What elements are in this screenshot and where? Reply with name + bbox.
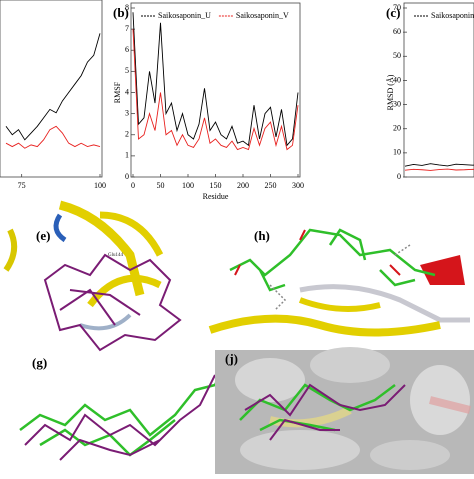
panel-label: (h) <box>254 228 270 243</box>
y-tick-label: 6 <box>125 45 129 54</box>
y-tick-label: 8 <box>125 3 129 12</box>
series-line <box>5 33 101 141</box>
series-line <box>132 29 299 151</box>
plot-frame <box>130 2 301 178</box>
series-line <box>404 168 474 171</box>
chart: 0 50 100 150 200 250 300 0 1 2 3 4 5 6 7 8(b) Residue RMS… <box>113 2 304 201</box>
y-axis-label: RMSD (Å) <box>386 74 395 110</box>
x-tick-label: 0 <box>131 181 135 190</box>
y-tick-label: 2 <box>125 130 129 139</box>
legend-label: Saikosaponin_U <box>158 11 211 20</box>
x-tick-label: 150 <box>210 181 222 190</box>
panel-g: (g) <box>19 355 227 461</box>
legend-label: Saikosaponin_U <box>431 11 474 20</box>
y-tick-label: 60 <box>393 27 401 36</box>
y-tick-label: 30 <box>393 99 401 108</box>
plot-frame <box>403 2 474 178</box>
y-tick-label: 70 <box>393 3 401 12</box>
chart: 75 100 <box>0 0 106 190</box>
y-tick-label: 1 <box>125 151 129 160</box>
legend-label: Saikosaponin_V <box>236 11 289 20</box>
residue-label: Glu144 <box>108 253 124 258</box>
charts: 75 100 0 50 100 150 200 250 300012345678(b)Resid… <box>0 0 474 201</box>
y-tick-label: 40 <box>393 75 401 84</box>
x-tick-label: 200 <box>237 181 249 190</box>
y-tick-label: 50 <box>393 51 401 60</box>
y-tick-label: 5 <box>125 66 129 75</box>
x-axis-label: Residue <box>203 192 229 201</box>
x-tick-label: 100 <box>94 181 106 190</box>
y-tick-label: 20 <box>393 124 401 133</box>
series-line <box>132 12 299 147</box>
panel-h: (h) Glu144 <box>208 228 470 421</box>
y-tick-label: 10 <box>393 148 401 157</box>
y-tick-label: 0 <box>125 172 129 181</box>
panel-label: (b) <box>113 5 129 20</box>
panel-label: (c) <box>386 5 400 20</box>
y-tick-label: 0 <box>397 172 401 181</box>
x-tick-label: 100 <box>182 181 194 190</box>
panel-label: (g) <box>32 355 47 370</box>
panel-label: (j) <box>225 351 238 366</box>
panel-label: (e) <box>36 228 50 243</box>
panel-j: (j) <box>215 347 474 474</box>
y-tick-label: 3 <box>125 108 129 117</box>
series-line <box>5 125 101 149</box>
y-tick-label: 7 <box>125 24 129 33</box>
y-tick-label: 4 <box>125 87 129 96</box>
x-tick-label: 75 <box>18 181 26 190</box>
y-axis-label: RMSF <box>113 81 122 103</box>
x-tick-label: 50 <box>157 181 165 190</box>
x-tick-label: 250 <box>265 181 277 190</box>
plot-frame <box>0 0 103 178</box>
x-tick-label: 300 <box>292 181 304 190</box>
chart: 0 10 20 30 40 50 60 70(c) RMSD (Å) Saikosaponin_U <box>386 2 474 181</box>
panel-e: (e) Glu144 <box>3 200 182 352</box>
series-line <box>404 163 474 167</box>
